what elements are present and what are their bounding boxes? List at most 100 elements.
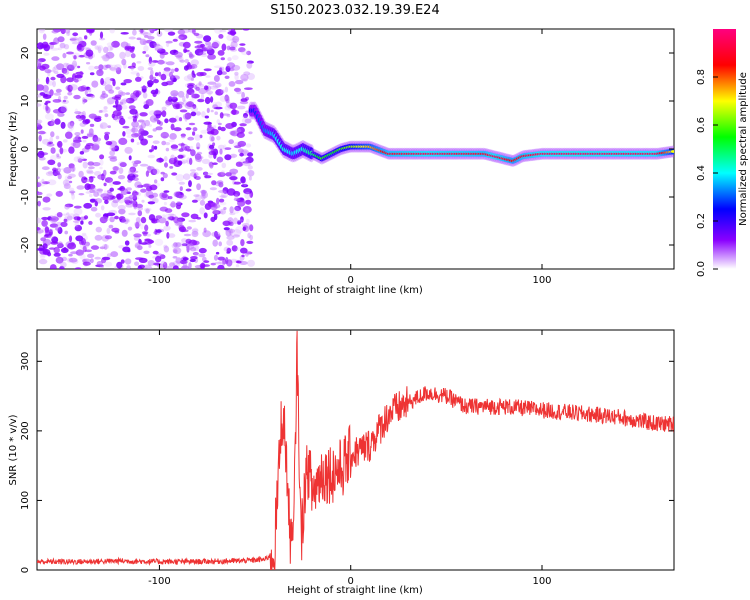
- noise-speckle: [109, 216, 115, 223]
- noise-speckle: [216, 119, 221, 125]
- noise-speckle: [234, 71, 239, 76]
- noise-speckle: [132, 29, 137, 36]
- noise-speckle: [232, 234, 240, 238]
- noise-speckle: [218, 34, 224, 39]
- noise-speckle: [199, 72, 207, 76]
- noise-speckle: [191, 91, 195, 99]
- noise-speckle: [150, 168, 158, 175]
- noise-speckle: [244, 87, 253, 90]
- noise-speckle: [133, 233, 142, 238]
- noise-speckle: [119, 51, 126, 60]
- noise-speckle: [102, 169, 107, 177]
- noise-speckle: [244, 118, 252, 124]
- noise-speckle: [54, 64, 61, 71]
- noise-speckle: [221, 162, 227, 169]
- noise-speckle: [42, 243, 48, 250]
- noise-speckle: [41, 219, 48, 227]
- noise-speckle: [203, 85, 209, 90]
- noise-speckle: [232, 229, 242, 237]
- noise-speckle: [153, 79, 159, 84]
- noise-speckle: [60, 121, 66, 129]
- noise-speckle: [50, 155, 57, 161]
- noise-speckle: [195, 111, 201, 116]
- noise-speckle: [246, 50, 252, 56]
- noise-speckle: [56, 212, 63, 218]
- noise-speckle: [59, 147, 64, 155]
- noise-speckle: [37, 190, 39, 194]
- noise-speckle: [125, 97, 135, 104]
- noise-speckle: [109, 170, 117, 175]
- noise-speckle: [232, 206, 240, 214]
- noise-speckle: [241, 78, 248, 82]
- noise-speckle: [219, 208, 226, 215]
- noise-speckle: [136, 142, 140, 145]
- noise-speckle: [38, 29, 45, 34]
- noise-speckle: [38, 58, 46, 63]
- noise-speckle: [74, 78, 79, 83]
- noise-speckle: [159, 52, 165, 59]
- noise-speckle: [117, 204, 126, 211]
- noise-speckle: [94, 45, 99, 50]
- noise-speckle: [146, 166, 154, 170]
- noise-speckle: [116, 261, 123, 269]
- noise-speckle: [121, 58, 127, 66]
- noise-speckle: [167, 78, 172, 82]
- noise-speckle: [94, 256, 101, 260]
- noise-speckle: [140, 242, 148, 245]
- noise-speckle: [89, 198, 96, 203]
- noise-speckle: [64, 230, 68, 235]
- noise-speckle: [108, 64, 113, 70]
- noise-speckle: [207, 81, 217, 85]
- noise-speckle: [125, 50, 131, 58]
- noise-speckle: [81, 238, 86, 246]
- noise-speckle: [213, 75, 220, 82]
- noise-speckle: [50, 241, 59, 245]
- noise-speckle: [214, 261, 223, 265]
- noise-speckle: [206, 90, 214, 95]
- noise-speckle: [153, 262, 161, 266]
- noise-speckle: [64, 29, 71, 34]
- noise-speckle: [205, 75, 211, 78]
- noise-speckle: [160, 177, 165, 182]
- noise-speckle: [71, 37, 79, 41]
- noise-speckle: [109, 179, 114, 187]
- noise-speckle: [181, 243, 188, 247]
- noise-speckle: [104, 77, 112, 85]
- noise-speckle: [52, 99, 62, 103]
- noise-speckle: [59, 42, 66, 49]
- noise-speckle: [237, 148, 244, 153]
- noise-speckle: [78, 54, 85, 58]
- noise-speckle: [50, 131, 55, 138]
- noise-speckle: [229, 153, 238, 158]
- noise-speckle: [210, 262, 216, 266]
- noise-speckle: [179, 109, 188, 113]
- noise-speckle: [107, 125, 111, 129]
- noise-speckle: [103, 46, 109, 53]
- noise-speckle: [249, 224, 254, 232]
- noise-speckle: [49, 229, 54, 233]
- noise-speckle: [210, 128, 219, 136]
- noise-speckle: [145, 54, 150, 58]
- noise-speckle: [178, 143, 186, 146]
- noise-speckle: [212, 83, 221, 89]
- noise-speckle: [137, 66, 145, 71]
- noise-speckle: [155, 229, 162, 233]
- noise-speckle: [60, 221, 68, 227]
- noise-speckle: [144, 238, 151, 242]
- noise-speckle: [52, 66, 56, 73]
- noise-speckle: [182, 257, 189, 261]
- noise-speckle: [84, 95, 94, 101]
- noise-speckle: [117, 90, 124, 97]
- noise-speckle: [192, 227, 199, 235]
- noise-speckle: [152, 168, 160, 175]
- noise-speckle: [87, 161, 95, 166]
- noise-speckle: [229, 46, 236, 51]
- noise-speckle: [115, 99, 119, 106]
- noise-speckle: [200, 54, 208, 58]
- noise-speckle: [179, 59, 185, 63]
- noise-speckle: [175, 203, 182, 210]
- noise-speckle: [76, 44, 85, 52]
- noise-speckle: [123, 79, 132, 84]
- noise-speckle: [147, 82, 153, 88]
